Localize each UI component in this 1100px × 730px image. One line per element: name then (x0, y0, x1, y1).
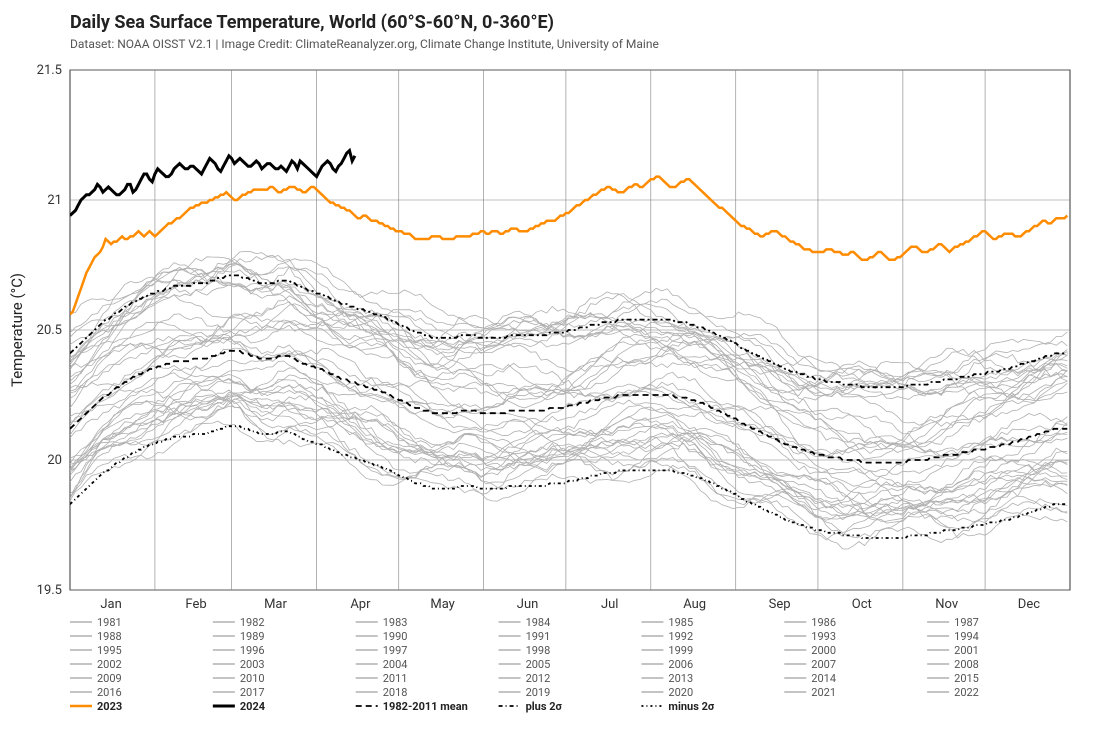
x-tick-label: Sep (769, 597, 791, 612)
legend-year-label: 2005 (526, 658, 551, 671)
legend-year-label: 2014 (811, 672, 836, 685)
legend-year-label: 1982 (240, 616, 265, 629)
x-tick-label: Jan (100, 597, 121, 612)
legend-year-label: 2022 (954, 686, 979, 699)
legend-year-label: 1992 (668, 630, 693, 643)
legend-year-label: 1996 (240, 644, 265, 657)
x-tick-label: May (430, 597, 454, 612)
x-tick-label: Oct (852, 597, 872, 612)
x-tick-label: Apr (350, 597, 371, 612)
y-tick-label: 20.5 (37, 323, 62, 338)
legend-year-label: 2019 (526, 686, 551, 699)
legend-year-label: 1995 (97, 644, 122, 657)
legend-year-label: 1988 (97, 630, 122, 643)
legend-year-label: 1993 (811, 630, 836, 643)
y-tick-label: 20 (47, 453, 62, 468)
legend-special-label: 2024 (240, 700, 266, 713)
legend-year-label: 2007 (811, 658, 836, 671)
y-axis-label: Temperature (°C) (8, 273, 26, 387)
legend-year-label: 2009 (97, 672, 122, 685)
legend-year-label: 2017 (240, 686, 265, 699)
legend-year-label: 1990 (383, 630, 408, 643)
legend-year-label: 2011 (383, 672, 408, 685)
chart-title: Daily Sea Surface Temperature, World (60… (70, 12, 554, 33)
x-tick-label: Jul (601, 597, 619, 612)
legend-year-label: 1999 (668, 644, 693, 657)
legend-year-label: 2000 (811, 644, 836, 657)
y-tick-label: 21.5 (37, 63, 62, 78)
legend-year-label: 1997 (383, 644, 408, 657)
legend-year-label: 1998 (526, 644, 551, 657)
legend-year-label: 2010 (240, 672, 265, 685)
y-tick-label: 19.5 (37, 583, 62, 598)
x-tick-label: Aug (683, 597, 706, 612)
y-tick-label: 21 (47, 193, 62, 208)
legend-year-label: 1989 (240, 630, 265, 643)
legend-year-label: 1984 (526, 616, 551, 629)
legend-year-label: 1994 (954, 630, 979, 643)
legend-special-label: 2023 (97, 700, 122, 713)
legend-year-label: 1991 (526, 630, 551, 643)
legend-year-label: 1985 (668, 616, 693, 629)
legend-special-label: plus 2σ (526, 700, 563, 713)
legend-year-label: 2002 (97, 658, 122, 671)
chart-subtitle: Dataset: NOAA OISST V2.1 | Image Credit:… (70, 37, 659, 51)
legend-year-label: 1981 (97, 616, 122, 629)
legend-year-label: 2016 (97, 686, 122, 699)
legend-special-label: minus 2σ (668, 700, 714, 713)
legend-year-label: 2021 (811, 686, 836, 699)
legend-year-label: 1987 (954, 616, 979, 629)
legend-year-label: 2013 (668, 672, 693, 685)
legend-year-label: 2006 (668, 658, 693, 671)
legend-year-label: 2004 (383, 658, 408, 671)
legend-year-label: 2018 (383, 686, 408, 699)
legend-year-label: 2015 (954, 672, 979, 685)
x-tick-label: Dec (1018, 597, 1040, 612)
x-tick-label: Jun (517, 597, 539, 612)
chart-container: Daily Sea Surface Temperature, World (60… (0, 0, 1100, 730)
legend-year-label: 1983 (383, 616, 408, 629)
legend-year-label: 2020 (668, 686, 693, 699)
legend-year-label: 2003 (240, 658, 265, 671)
legend-year-label: 1986 (811, 616, 836, 629)
legend-year-label: 2001 (954, 644, 979, 657)
legend-special-label: 1982-2011 mean (383, 700, 468, 713)
x-tick-label: Nov (935, 597, 959, 612)
x-tick-label: Mar (264, 597, 287, 612)
legend-year-label: 2008 (954, 658, 979, 671)
x-tick-label: Feb (185, 597, 206, 612)
legend-year-label: 2012 (526, 672, 551, 685)
